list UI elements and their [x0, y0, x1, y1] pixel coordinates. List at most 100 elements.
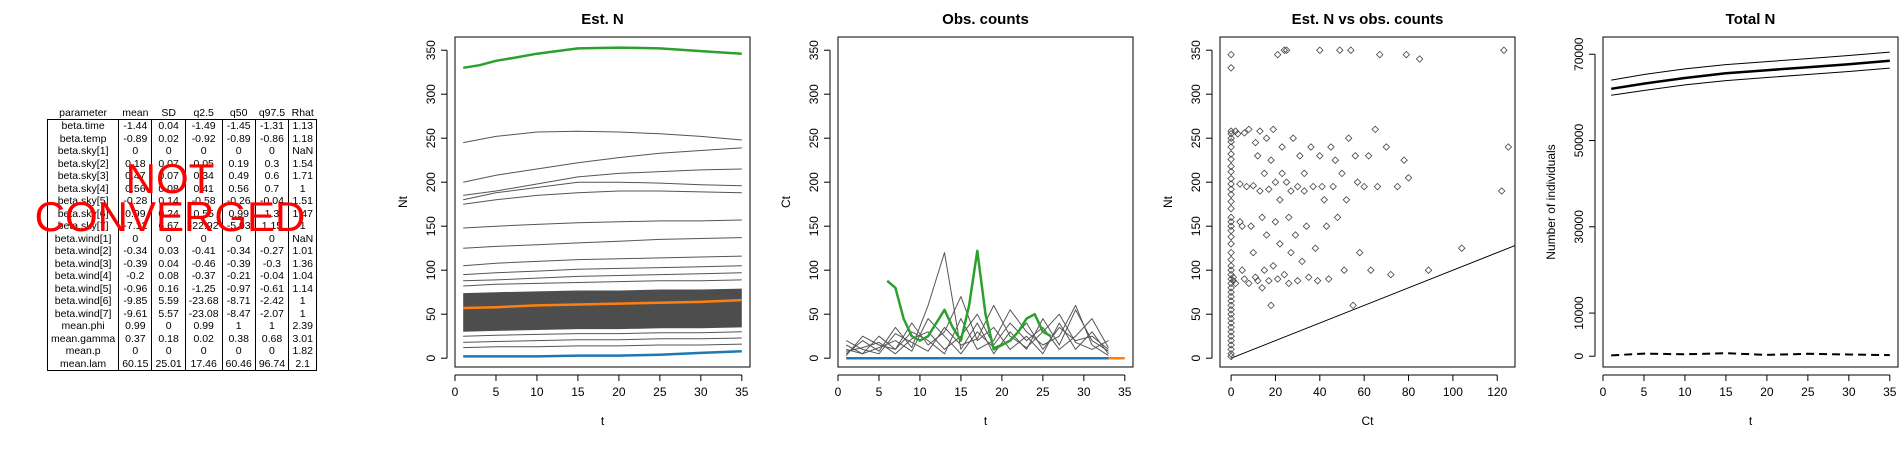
site-trajectory [463, 272, 742, 282]
scatter-point [1309, 182, 1317, 191]
scatter-point [1307, 143, 1315, 151]
scatter-point [1227, 306, 1235, 314]
parameter-name-cell: mean.gamma [46, 332, 120, 345]
value-cell: -0.21 [221, 270, 256, 283]
column-header: q2.5 [193, 107, 214, 119]
scatter-point [1322, 222, 1331, 230]
value-cell: -1.45 [221, 119, 256, 133]
scatter-point [1227, 162, 1235, 171]
scatter-point [1236, 180, 1244, 188]
chart-title: Obs. counts [942, 11, 1029, 28]
scatter-point [1253, 276, 1262, 285]
scatter-point [1304, 273, 1313, 282]
scatter-point [1249, 181, 1258, 190]
scatter-point [1367, 266, 1375, 274]
value-cell: -9.85 [118, 295, 153, 308]
value-cell: 0.49 [221, 170, 256, 183]
parameter-name-cell: beta.sky[7] [46, 220, 120, 233]
x-axis-label: t [601, 414, 605, 428]
site-count-line [846, 318, 1109, 355]
value-cell: 1.15 [254, 220, 290, 233]
x-tick-label: 35 [1883, 385, 1897, 399]
parameter-table-panel: parameter mean SD q2.5 q50 q97.5 Rhat beta.tim… [46, 107, 327, 371]
value-cell: 0.41 [184, 182, 223, 195]
scatter-point [1280, 46, 1289, 54]
scatter-point [1333, 213, 1342, 222]
scatter-point [1415, 55, 1424, 63]
value-cell: 60.46 [221, 357, 256, 371]
x-tick-label: 20 [612, 385, 626, 399]
scatter-point [1284, 279, 1293, 288]
x-tick-label: 35 [735, 385, 749, 399]
scatter-point [1282, 46, 1291, 54]
max-site-line [463, 46, 742, 70]
site-count-line [845, 304, 1109, 357]
value-cell: NaN [288, 232, 318, 245]
column-header: q97.5 [258, 107, 286, 119]
value-cell: 1 [288, 295, 318, 308]
scatter-point [1282, 178, 1291, 186]
scatter-point [1227, 266, 1235, 274]
parameter-name-cell: beta.wind[5] [46, 282, 120, 295]
value-cell: 0.04 [151, 119, 186, 133]
x-tick-label: 30 [1077, 385, 1091, 399]
value-cell: 0.07 [151, 157, 186, 170]
scatter-point [1242, 182, 1251, 191]
column-header: q50 [229, 107, 248, 119]
value-cell: -0.61 [254, 282, 290, 295]
value-cell: 0.07 [151, 170, 186, 183]
scatter-point [1267, 301, 1275, 310]
scatter-point [1227, 213, 1235, 222]
value-cell: 0.14 [151, 195, 186, 208]
x-tick-label: 35 [1118, 385, 1132, 399]
scatter-point [1227, 143, 1235, 151]
scatter-point [1227, 292, 1235, 301]
value-cell: -23.08 [184, 307, 223, 320]
scatter-point [1276, 240, 1284, 248]
table-row: beta.sky[2] 0.18 0.07 0.05 0.19 0.3 1.54 [46, 157, 318, 170]
y-tick-label: 50000 [1572, 124, 1586, 158]
scatter-point [1249, 248, 1258, 257]
total-observed-line [1611, 352, 1890, 357]
scatter-point [1382, 143, 1391, 151]
table-header-row: parameter mean SD q2.5 q50 q97.5 Rhat [48, 107, 317, 120]
chart-title: Est. N [581, 11, 624, 28]
x-axis-label: t [984, 414, 988, 428]
y-tick-label: 50 [1189, 307, 1203, 321]
parameter-name-cell: beta.wind[4] [46, 270, 120, 283]
scatter-point [1262, 134, 1271, 142]
value-cell: -0.89 [221, 132, 256, 145]
scatter-point [1298, 257, 1306, 266]
value-cell: 0.02 [151, 132, 186, 145]
plot-frame [837, 36, 1134, 368]
scatter-point [1424, 266, 1433, 274]
site-trajectory [463, 147, 742, 183]
value-cell: 0.08 [151, 270, 186, 283]
scatter-point [1227, 64, 1235, 72]
value-cell: 0.99 [118, 320, 153, 333]
value-cell: -8.71 [221, 295, 256, 308]
table-row: mean.p 0 0 0 0 0 1.82 [46, 345, 318, 358]
scatter-point [1227, 167, 1235, 176]
scatter-point [1313, 276, 1322, 285]
value-cell: 2.1 [288, 357, 318, 371]
value-cell: 1 [288, 307, 318, 320]
scatter-point [1227, 262, 1235, 270]
scatter-point [1227, 204, 1235, 213]
parameter-name-cell: mean.phi [46, 320, 120, 333]
scatter-point [1265, 276, 1273, 285]
scatter-point [1329, 182, 1337, 191]
table-row: mean.phi 0.99 0 0.99 1 1 2.39 [46, 320, 318, 333]
value-cell: 0.99 [184, 320, 223, 333]
x-tick-label: 30 [694, 385, 708, 399]
scatter-point [1227, 350, 1235, 358]
scatter-point [1227, 155, 1235, 164]
site-trajectory [463, 255, 742, 267]
chart-title: Est. N vs obs. counts [1292, 11, 1444, 28]
plot-frame [1602, 36, 1899, 368]
table-row: beta.sky[3] 0.47 0.07 0.34 0.49 0.6 1.71 [46, 170, 318, 183]
scatter-point [1289, 134, 1297, 142]
site-trajectory [463, 219, 742, 229]
plot-frame [1219, 36, 1516, 368]
